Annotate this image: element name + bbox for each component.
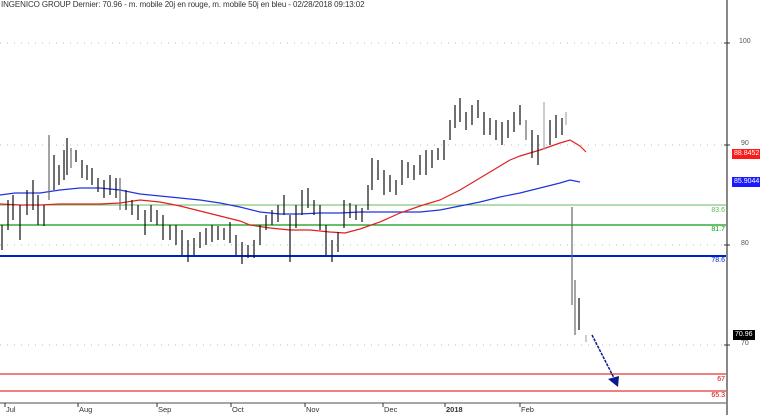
- x-tick-sep: Sep: [158, 405, 172, 414]
- y-tick-80: 80: [741, 240, 749, 247]
- x-tick-aug: Aug: [79, 405, 93, 414]
- level-label-65-3: 65.3: [711, 392, 725, 399]
- last-price-tag: 70.96: [733, 330, 755, 340]
- x-tick-nov: Nov: [306, 405, 320, 414]
- ma20-line: [0, 139, 587, 234]
- y-tick-70: 70: [741, 340, 749, 347]
- level-label-81-7: 81.7: [711, 226, 725, 233]
- down-arrow-annotation: [591, 334, 619, 387]
- ma20-value-tag: 88.8452: [732, 149, 760, 159]
- level-label-67: 67: [717, 376, 725, 383]
- level-label-78-6: 78.6: [711, 257, 725, 264]
- x-tick-jul: Jul: [6, 405, 16, 414]
- price-bars: [1, 98, 587, 342]
- x-tick-feb: Feb: [521, 405, 534, 414]
- y-tick-100: 100: [739, 38, 751, 45]
- level-label-83-6: 83.6: [711, 207, 725, 214]
- ma50-line: [0, 179, 581, 215]
- x-tick-dec: Dec: [384, 405, 398, 414]
- grid: [0, 42, 727, 346]
- ma50-value-tag: 85.9044: [732, 177, 760, 187]
- chart-title: INGENICO GROUP Dernier: 70.96 - m. mobil…: [1, 0, 365, 9]
- x-tick-2018: 2018: [446, 405, 463, 414]
- y-tick-90: 90: [741, 140, 749, 147]
- x-tick-oct: Oct: [232, 405, 244, 414]
